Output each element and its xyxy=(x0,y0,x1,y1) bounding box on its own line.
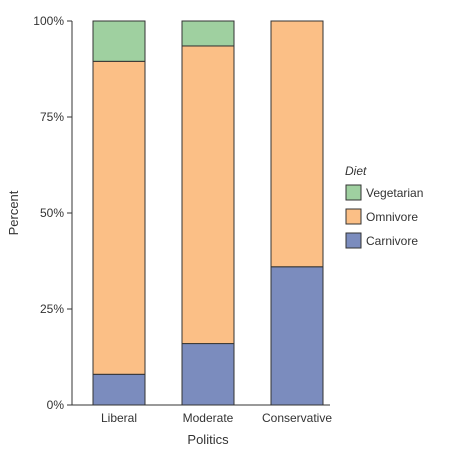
bar-segment-liberal-carnivore xyxy=(92,373,146,406)
bar-segment-liberal-vegetarian xyxy=(92,20,146,62)
x-tick-label-liberal: Liberal xyxy=(101,411,137,425)
bar-segment-moderate-vegetarian xyxy=(181,20,235,47)
legend: Diet Vegetarian Omnivore Carnivore xyxy=(345,164,423,249)
bar-moderate xyxy=(181,20,235,406)
legend-label-omnivore: Omnivore xyxy=(366,210,418,224)
bar-liberal xyxy=(92,20,146,406)
y-tick-label: 100% xyxy=(33,14,64,28)
bar-segment-conservative-carnivore xyxy=(270,266,324,406)
bar-segment-moderate-carnivore xyxy=(181,343,235,406)
bars xyxy=(92,20,324,406)
y-tick-label: 0% xyxy=(47,398,65,412)
legend-swatch-omnivore xyxy=(345,208,362,225)
y-tick-label: 75% xyxy=(40,110,64,124)
legend-label-vegetarian: Vegetarian xyxy=(366,186,423,200)
legend-label-carnivore: Carnivore xyxy=(366,234,418,248)
bar-segment-moderate-omnivore xyxy=(181,45,235,345)
x-axis-tick-labels: Liberal Moderate Conservative xyxy=(101,411,332,425)
y-axis-ticks: 0% 25% 50% 75% 100% xyxy=(33,14,72,412)
legend-title: Diet xyxy=(345,164,367,178)
x-axis-title: Politics xyxy=(187,432,229,447)
y-tick-label: 25% xyxy=(40,302,64,316)
y-tick-label: 50% xyxy=(40,206,64,220)
legend-swatch-vegetarian xyxy=(345,184,362,201)
bar-segment-conservative-omnivore xyxy=(270,20,324,268)
legend-swatch-carnivore xyxy=(345,232,362,249)
bar-conservative xyxy=(270,20,324,406)
x-tick-label-conservative: Conservative xyxy=(262,411,332,425)
x-tick-label-moderate: Moderate xyxy=(183,411,234,425)
bar-segment-liberal-omnivore xyxy=(92,60,146,375)
y-axis-title: Percent xyxy=(6,190,21,235)
